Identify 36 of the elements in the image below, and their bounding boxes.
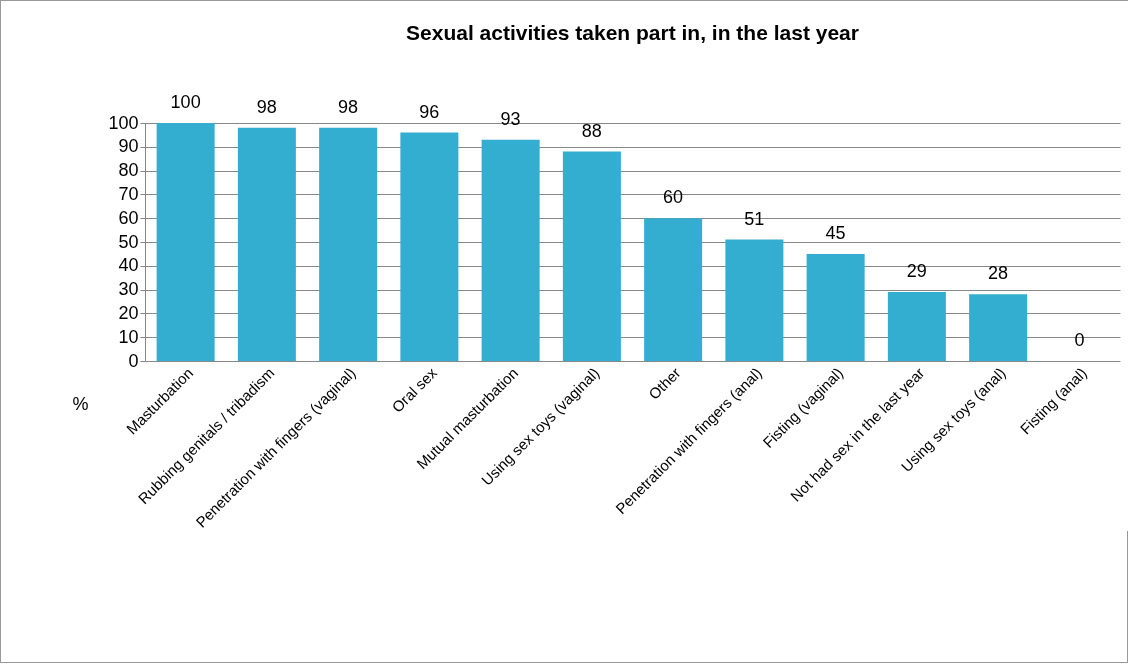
bar xyxy=(400,132,459,361)
data-label: 93 xyxy=(500,108,521,129)
chart-title: Sexual activities taken part in, in the last year xyxy=(406,21,859,44)
bar xyxy=(969,294,1028,361)
bar xyxy=(806,253,865,361)
data-label: 96 xyxy=(419,101,440,122)
bar xyxy=(237,127,296,361)
y-axis-title: % xyxy=(72,393,89,414)
y-tick-label: 80 xyxy=(118,160,139,181)
data-label: 0 xyxy=(1074,330,1085,350)
y-tick-label: 10 xyxy=(118,326,139,347)
bar xyxy=(156,123,215,361)
y-tick-label: 60 xyxy=(118,207,139,228)
data-label: 51 xyxy=(744,208,765,229)
y-tick-label: 30 xyxy=(118,279,139,300)
y-tick-label: 50 xyxy=(118,231,139,252)
bar xyxy=(725,239,784,361)
data-label: 45 xyxy=(825,222,846,243)
bar xyxy=(481,139,540,361)
y-tick-label: 90 xyxy=(118,136,139,157)
y-tick-label: 20 xyxy=(118,302,139,323)
bar xyxy=(562,151,621,361)
data-label: 88 xyxy=(581,120,602,141)
data-label: 29 xyxy=(906,260,927,281)
y-tick-label: 0 xyxy=(128,350,139,371)
data-label: 98 xyxy=(338,96,359,117)
bar xyxy=(319,127,378,361)
bar xyxy=(887,291,946,361)
data-label: 60 xyxy=(663,187,684,208)
y-tick-label: 70 xyxy=(118,183,139,204)
y-tick-label: 40 xyxy=(118,255,139,276)
data-label: 28 xyxy=(988,263,1009,284)
data-label: 100 xyxy=(170,92,201,112)
y-tick-label: 100 xyxy=(108,112,139,133)
data-label: 98 xyxy=(256,96,277,117)
bar xyxy=(644,218,703,361)
